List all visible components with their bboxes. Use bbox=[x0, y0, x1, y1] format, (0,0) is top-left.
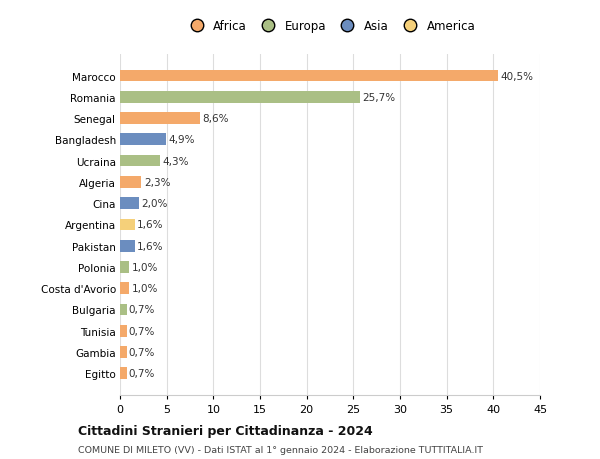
Text: Cittadini Stranieri per Cittadinanza - 2024: Cittadini Stranieri per Cittadinanza - 2… bbox=[78, 424, 373, 437]
Bar bbox=[120, 262, 130, 273]
Bar bbox=[120, 325, 127, 337]
Text: 2,3%: 2,3% bbox=[144, 178, 170, 187]
Text: 1,0%: 1,0% bbox=[131, 263, 158, 272]
Bar bbox=[120, 92, 360, 103]
Bar bbox=[120, 134, 166, 146]
Bar bbox=[120, 219, 135, 231]
Bar bbox=[120, 241, 135, 252]
Bar bbox=[120, 347, 127, 358]
Text: 0,7%: 0,7% bbox=[129, 369, 155, 379]
Bar bbox=[120, 156, 160, 167]
Text: 4,3%: 4,3% bbox=[163, 156, 189, 166]
Text: 0,7%: 0,7% bbox=[129, 326, 155, 336]
Text: 2,0%: 2,0% bbox=[141, 199, 167, 209]
Legend: Africa, Europa, Asia, America: Africa, Europa, Asia, America bbox=[185, 20, 475, 33]
Text: 1,0%: 1,0% bbox=[131, 284, 158, 294]
Text: 1,6%: 1,6% bbox=[137, 241, 164, 251]
Text: 25,7%: 25,7% bbox=[362, 93, 395, 102]
Text: 4,9%: 4,9% bbox=[168, 135, 194, 145]
Text: 1,6%: 1,6% bbox=[137, 220, 164, 230]
Text: 8,6%: 8,6% bbox=[203, 114, 229, 124]
Text: 0,7%: 0,7% bbox=[129, 305, 155, 315]
Text: 0,7%: 0,7% bbox=[129, 347, 155, 357]
Bar bbox=[120, 177, 142, 188]
Text: COMUNE DI MILETO (VV) - Dati ISTAT al 1° gennaio 2024 - Elaborazione TUTTITALIA.: COMUNE DI MILETO (VV) - Dati ISTAT al 1°… bbox=[78, 445, 483, 454]
Bar bbox=[120, 113, 200, 125]
Bar bbox=[120, 304, 127, 316]
Bar bbox=[120, 198, 139, 209]
Text: 40,5%: 40,5% bbox=[500, 71, 533, 81]
Bar bbox=[120, 283, 130, 294]
Bar bbox=[120, 71, 498, 82]
Bar bbox=[120, 368, 127, 379]
